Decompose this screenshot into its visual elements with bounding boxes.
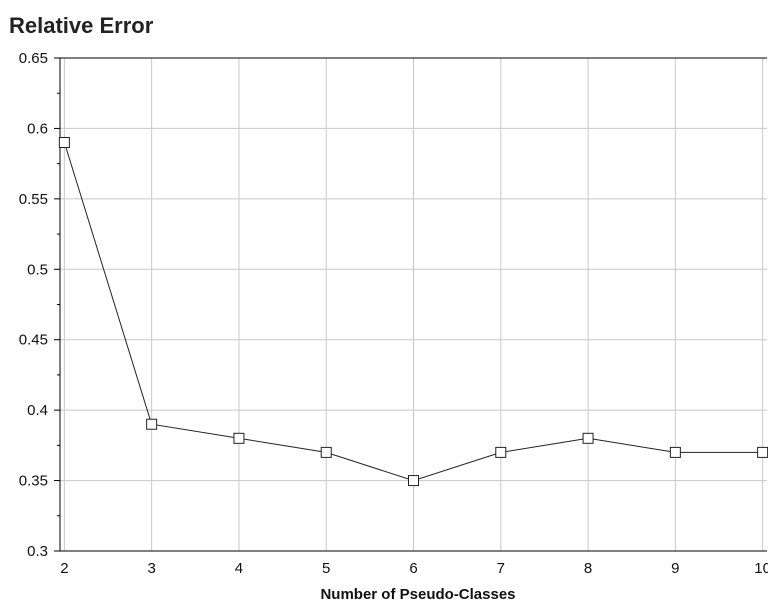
data-series — [58, 137, 768, 487]
data-point-marker — [757, 446, 768, 458]
y-tick-label: 0.3 — [27, 543, 48, 560]
data-point-marker — [582, 432, 594, 444]
x-tick-label: 8 — [584, 560, 592, 577]
y-tick-label: 0.45 — [19, 332, 48, 349]
x-tick-label: 10 — [754, 560, 768, 577]
data-point-marker — [233, 432, 245, 444]
data-point-marker — [58, 137, 70, 149]
data-point-marker — [146, 418, 158, 430]
x-tick-label: 3 — [147, 560, 155, 577]
x-tick-label: 4 — [235, 560, 243, 577]
y-tick-label: 0.6 — [27, 120, 48, 137]
x-tick-label: 6 — [409, 560, 417, 577]
data-point-marker — [408, 475, 419, 487]
x-tick-label: 9 — [671, 560, 679, 577]
data-point-marker — [495, 446, 507, 458]
y-tick-label: 0.5 — [27, 261, 48, 278]
chart-title: Relative Error — [9, 13, 154, 38]
tick-labels: 2 3 4 5 6 7 8 9 10 0.3 0.35 0.4 0.45 0.5 0.55 0.6 0.65 — [19, 50, 768, 577]
x-axis-label: Number of Pseudo-Classes — [320, 586, 515, 603]
y-tick-label: 0.35 — [19, 473, 48, 490]
data-point-marker — [320, 446, 332, 458]
x-tick-label: 5 — [322, 560, 330, 577]
grid-lines — [60, 58, 767, 551]
y-tick-label: 0.4 — [27, 402, 48, 419]
y-tick-label: 0.55 — [19, 191, 48, 208]
y-tick-label: 0.65 — [19, 50, 48, 67]
data-point-marker — [669, 446, 681, 458]
x-tick-label: 2 — [60, 560, 68, 577]
x-tick-label: 7 — [497, 560, 505, 577]
